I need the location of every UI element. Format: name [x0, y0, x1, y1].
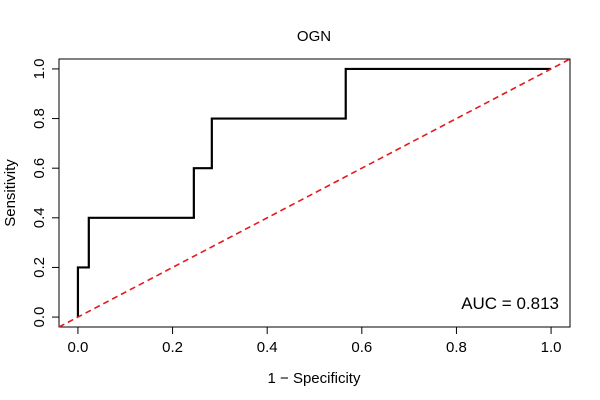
x-tick-label: 0.0 — [67, 339, 88, 356]
x-axis: 0.0 0.2 0.4 0.6 0.8 1.0 — [67, 326, 562, 356]
x-tick-label: 1.0 — [541, 339, 562, 356]
y-tick-label: 0.2 — [31, 257, 48, 278]
y-tick-label: 1.0 — [31, 58, 48, 79]
x-tick-label: 0.8 — [446, 339, 467, 356]
auc-annotation: AUC = 0.813 — [461, 294, 559, 313]
x-tick-label: 0.2 — [162, 339, 183, 356]
chart-title: OGN — [297, 28, 331, 45]
y-tick-label: 0.4 — [31, 207, 48, 228]
y-tick-label: 0.0 — [31, 307, 48, 328]
y-tick-label: 0.6 — [31, 158, 48, 179]
roc-curve-line — [76, 67, 552, 318]
x-tick-label: 0.6 — [351, 339, 372, 356]
y-tick-label: 0.8 — [31, 108, 48, 129]
plot-area — [58, 58, 571, 328]
y-axis-title: Sensitivity — [2, 159, 19, 227]
y-axis: 0.0 0.2 0.4 0.6 0.8 1.0 — [31, 58, 60, 328]
x-tick-label: 0.4 — [257, 339, 278, 356]
x-axis-title: 1 − Specificity — [268, 370, 361, 387]
reference-diagonal-line — [58, 58, 571, 328]
